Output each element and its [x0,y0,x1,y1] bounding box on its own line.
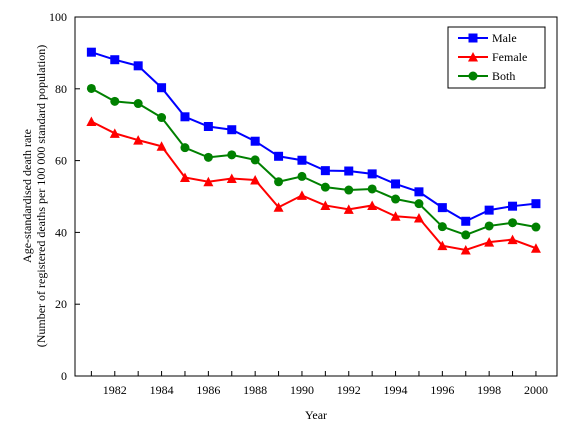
data-point-both [110,96,120,106]
data-point-both [203,152,213,162]
data-point-male [531,199,541,209]
x-tick-label: 1998 [477,383,501,397]
data-point-both [180,143,190,153]
data-point-female [437,240,448,251]
data-point-female [133,135,144,145]
data-point-both [508,218,518,228]
data-point-both [531,222,541,232]
data-point-both [367,184,377,194]
x-tick-label: 1986 [196,383,220,397]
data-point-both [133,99,143,109]
x-tick-label: 1984 [150,383,174,397]
series-line-both [90,87,537,236]
data-point-male [157,83,167,93]
data-point-male [508,201,518,211]
data-point-both [86,83,96,93]
legend-label-female: Female [492,50,527,64]
data-point-both [227,150,237,160]
data-point-male [274,151,284,161]
data-point-female [460,244,471,255]
data-point-female [367,200,378,210]
x-tick-label: 1990 [290,383,314,397]
x-tick-label: 1996 [430,383,454,397]
y-axis-title-line2: (Number of registered deaths per 100 000… [34,45,48,348]
y-tick-label: 60 [55,154,67,168]
data-point-female [296,190,307,200]
data-point-male [227,125,237,135]
series-both [86,83,541,240]
data-point-female [226,173,237,184]
data-point-male [391,179,401,189]
series-female [86,116,541,255]
data-point-both [437,222,447,232]
data-point-male [461,216,471,226]
y-tick-label: 0 [61,369,67,383]
legend: Male Female Both [447,26,546,89]
legend-label-both: Both [492,69,515,83]
series-line-female [90,120,537,252]
data-point-female [250,174,261,185]
x-tick-label: 1988 [243,383,267,397]
data-point-male [180,112,190,122]
data-point-female [343,204,354,214]
data-point-male [250,136,260,146]
legend-item-male: Male [458,31,517,45]
data-point-female [320,200,331,210]
data-point-male [367,169,377,179]
series-layer [86,47,541,255]
data-point-female [86,116,97,126]
data-point-female [507,234,518,245]
x-axis-ticks: 1982 1984 1986 1988 1990 1992 1994 1996 1998 2000 [90,371,548,397]
legend-marker-female [468,52,478,62]
data-point-female [203,176,214,187]
data-point-female [109,128,120,138]
data-point-both [250,155,260,165]
data-point-both [461,230,471,240]
legend-item-both: Both [458,69,515,83]
data-point-both [344,185,354,195]
data-point-male [437,203,447,213]
y-tick-label: 100 [49,10,67,24]
y-tick-label: 40 [55,225,67,239]
data-point-male [320,166,330,176]
x-axis-title: Year [305,408,327,422]
y-tick-label: 80 [55,82,67,96]
data-point-female [273,202,284,212]
x-tick-label: 1982 [103,383,127,397]
data-point-male [86,47,96,57]
data-point-both [391,194,401,204]
data-point-both [297,171,307,181]
y-axis-title-line1: Age-standardised death rate [20,129,34,263]
data-point-male [484,205,494,215]
legend-marker-both [468,71,478,81]
data-point-both [274,177,284,187]
legend-marker-male [468,33,478,43]
data-point-both [320,182,330,192]
legend-item-female: Female [458,50,527,64]
x-tick-label: 1992 [337,383,361,397]
data-point-male [133,61,143,71]
data-point-both [484,221,494,231]
data-point-both [157,113,167,123]
y-axis-ticks: 0 20 40 60 80 100 [49,10,80,383]
data-point-female [179,172,190,182]
data-point-female [390,211,401,221]
y-tick-label: 20 [55,297,67,311]
legend-label-male: Male [492,31,517,45]
data-point-male [110,55,120,65]
data-point-male [297,155,307,165]
data-point-female [484,237,495,247]
plot-frame [74,16,558,377]
x-tick-label: 2000 [524,383,548,397]
data-point-both [414,199,424,209]
data-point-female [156,141,167,151]
data-point-female [413,213,424,223]
data-point-female [530,243,541,253]
data-point-male [344,166,354,176]
x-tick-label: 1994 [384,383,408,397]
series-male [86,47,541,226]
data-point-male [203,121,213,131]
data-point-male [414,187,424,197]
